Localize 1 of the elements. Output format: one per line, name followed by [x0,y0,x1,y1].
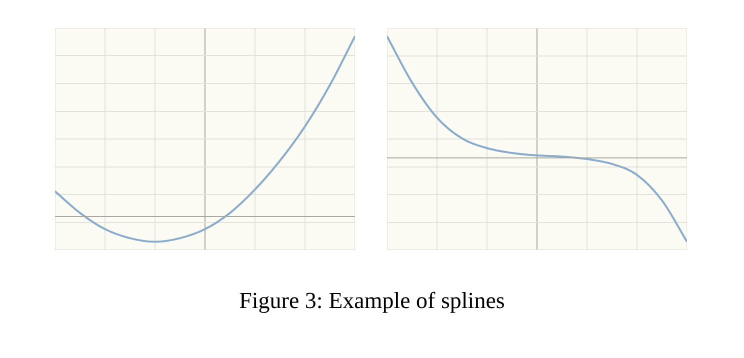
caption: Figure 3: Example of splines [238,288,506,314]
